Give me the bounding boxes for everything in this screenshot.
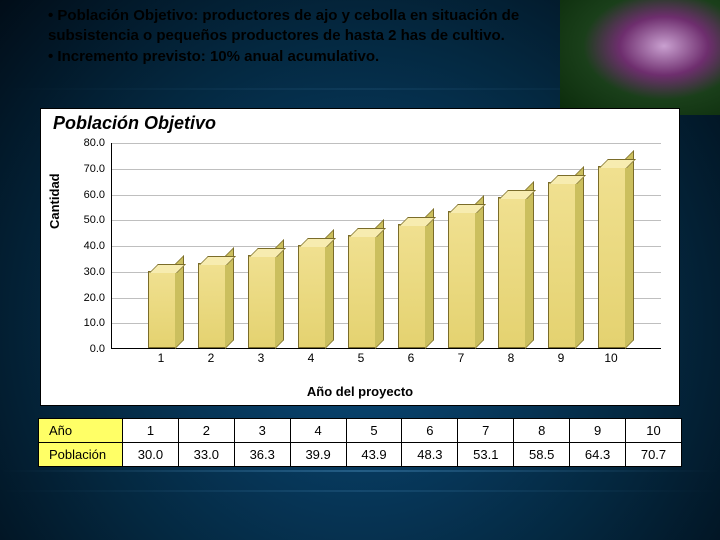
ytick: 30.0 [65,266,105,278]
table-cell-year: 5 [346,419,402,443]
chart-panel: Población Objetivo Cantidad 0.010.020.03… [40,108,680,406]
table-cell-pop: 43.9 [346,443,402,467]
bar [448,211,476,348]
bar [598,166,626,348]
chart-ylabel: Cantidad [47,173,62,229]
table-cell-pop: 64.3 [570,443,626,467]
ytick: 80.0 [65,137,105,149]
bar [398,224,426,348]
table-cell-pop: 33.0 [178,443,234,467]
xtick: 2 [199,351,223,365]
table-cell-year: 3 [234,419,290,443]
bullet-text-block: • Población Objetivo: productores de ajo… [48,6,568,67]
bullet-1: • Población Objetivo: productores de ajo… [48,6,568,47]
table-cell-year: 8 [514,419,570,443]
table-cell-year: 6 [402,419,458,443]
xtick: 4 [299,351,323,365]
chart-xlabel: Año del proyecto [41,384,679,399]
table-cell-year: 1 [123,419,179,443]
table-cell-pop: 70.7 [626,443,682,467]
xtick: 5 [349,351,373,365]
table-header-pop: Población [39,443,123,467]
bar [348,235,376,348]
ytick: 60.0 [65,189,105,201]
table-cell-pop: 30.0 [123,443,179,467]
bar [148,271,176,348]
table-cell-year: 7 [458,419,514,443]
ytick: 40.0 [65,240,105,252]
xtick: 10 [599,351,623,365]
table-cell-pop: 39.9 [290,443,346,467]
bar [248,255,276,348]
xtick: 3 [249,351,273,365]
ytick: 70.0 [65,163,105,175]
table-header-year: Año [39,419,123,443]
data-table: Año 12345678910 Población 30.033.036.339… [38,418,682,467]
table-cell-pop: 58.5 [514,443,570,467]
xtick: 7 [449,351,473,365]
xtick: 8 [499,351,523,365]
bar [198,263,226,348]
bar [498,197,526,348]
ytick: 0.0 [65,343,105,355]
table-cell-pop: 36.3 [234,443,290,467]
table-cell-pop: 48.3 [402,443,458,467]
ytick: 20.0 [65,292,105,304]
chart-title: Población Objetivo [53,113,216,134]
ytick: 10.0 [65,317,105,329]
xtick: 9 [549,351,573,365]
bar [548,182,576,348]
xtick: 1 [149,351,173,365]
table-cell-year: 9 [570,419,626,443]
bullet-2: • Incremento previsto: 10% anual acumula… [48,47,568,67]
xtick: 6 [399,351,423,365]
bar [298,245,326,348]
chart-plot-area: 0.010.020.030.040.050.060.070.080.0 [111,143,661,349]
table-cell-year: 2 [178,419,234,443]
vegetable-photo [560,0,720,115]
table-cell-year: 4 [290,419,346,443]
ytick: 50.0 [65,214,105,226]
table-cell-year: 10 [626,419,682,443]
table-cell-pop: 53.1 [458,443,514,467]
